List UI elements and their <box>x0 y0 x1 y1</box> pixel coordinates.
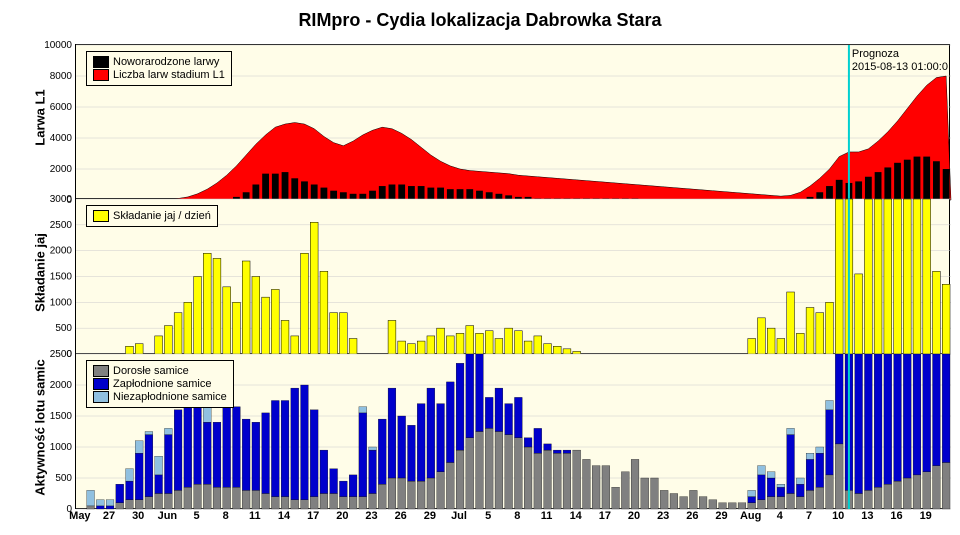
x-tick: 20 <box>336 510 348 522</box>
panel-larwa: 0200040006000800010000Prognoza2015-08-13… <box>75 44 950 199</box>
svg-text:500: 500 <box>55 323 72 334</box>
x-tick: 7 <box>806 510 812 522</box>
svg-text:2015-08-13 01:00:0: 2015-08-13 01:00:0 <box>852 61 948 73</box>
x-tick: 14 <box>570 510 582 522</box>
legend-panel2: Składanie jaj / dzień <box>86 205 218 227</box>
x-tick: 16 <box>890 510 902 522</box>
legend-panel1: Noworarodzone larwyLiczba larw stadium L… <box>86 51 232 86</box>
x-tick: 11 <box>249 510 261 522</box>
svg-text:8000: 8000 <box>50 71 73 82</box>
legend-panel3: Dorosłe samiceZapłodnione samiceNiezapło… <box>86 360 234 408</box>
svg-text:6000: 6000 <box>50 102 73 113</box>
svg-text:2500: 2500 <box>50 220 73 231</box>
x-tick: 19 <box>920 510 932 522</box>
ylabel-panel3: Aktywność lotu samic <box>33 348 48 508</box>
panel-skladanie: 050010001500200025003000Składanie jaj / … <box>75 199 950 354</box>
x-tick: 20 <box>628 510 640 522</box>
x-tick: Jun <box>158 510 178 522</box>
svg-text:1000: 1000 <box>50 442 73 453</box>
ylabel-panel2: Składanie jaj <box>33 213 48 333</box>
x-tick: May <box>69 510 90 522</box>
x-tick: 23 <box>657 510 669 522</box>
x-tick: 23 <box>365 510 377 522</box>
x-tick: 17 <box>307 510 319 522</box>
x-tick: 14 <box>278 510 290 522</box>
x-tick: Aug <box>740 510 761 522</box>
svg-text:Prognoza: Prognoza <box>852 48 900 60</box>
x-tick: 8 <box>223 510 229 522</box>
x-tick: 30 <box>132 510 144 522</box>
panel-aktywnosc: 05001000150020002500Dorosłe samiceZapłod… <box>75 354 950 509</box>
svg-text:1500: 1500 <box>50 272 73 283</box>
svg-text:2000: 2000 <box>50 380 73 391</box>
x-tick: 17 <box>599 510 611 522</box>
svg-text:1000: 1000 <box>50 297 73 308</box>
svg-text:500: 500 <box>55 473 72 484</box>
x-tick: 29 <box>715 510 727 522</box>
svg-text:2000: 2000 <box>50 164 73 175</box>
x-tick: Jul <box>451 510 467 522</box>
chart-container: RIMpro - Cydia lokalizacja Dabrowka Star… <box>0 0 960 535</box>
x-tick: 11 <box>541 510 553 522</box>
x-tick: 13 <box>861 510 873 522</box>
svg-text:4000: 4000 <box>50 133 73 144</box>
svg-text:1500: 1500 <box>50 411 73 422</box>
panels-area: 0200040006000800010000Prognoza2015-08-13… <box>75 44 950 509</box>
x-tick: 26 <box>395 510 407 522</box>
x-tick: 4 <box>777 510 783 522</box>
svg-text:10000: 10000 <box>44 40 72 51</box>
x-tick: 8 <box>514 510 520 522</box>
x-tick: 29 <box>424 510 436 522</box>
x-tick: 10 <box>832 510 844 522</box>
x-tick: 5 <box>485 510 491 522</box>
chart-title: RIMpro - Cydia lokalizacja Dabrowka Star… <box>0 0 960 31</box>
svg-text:2500: 2500 <box>50 349 73 360</box>
x-tick: 5 <box>193 510 199 522</box>
svg-text:3000: 3000 <box>50 194 73 205</box>
svg-text:2000: 2000 <box>50 246 73 257</box>
ylabel-panel1: Larwa L1 <box>33 58 48 178</box>
x-tick: 27 <box>103 510 115 522</box>
x-tick: 26 <box>686 510 698 522</box>
